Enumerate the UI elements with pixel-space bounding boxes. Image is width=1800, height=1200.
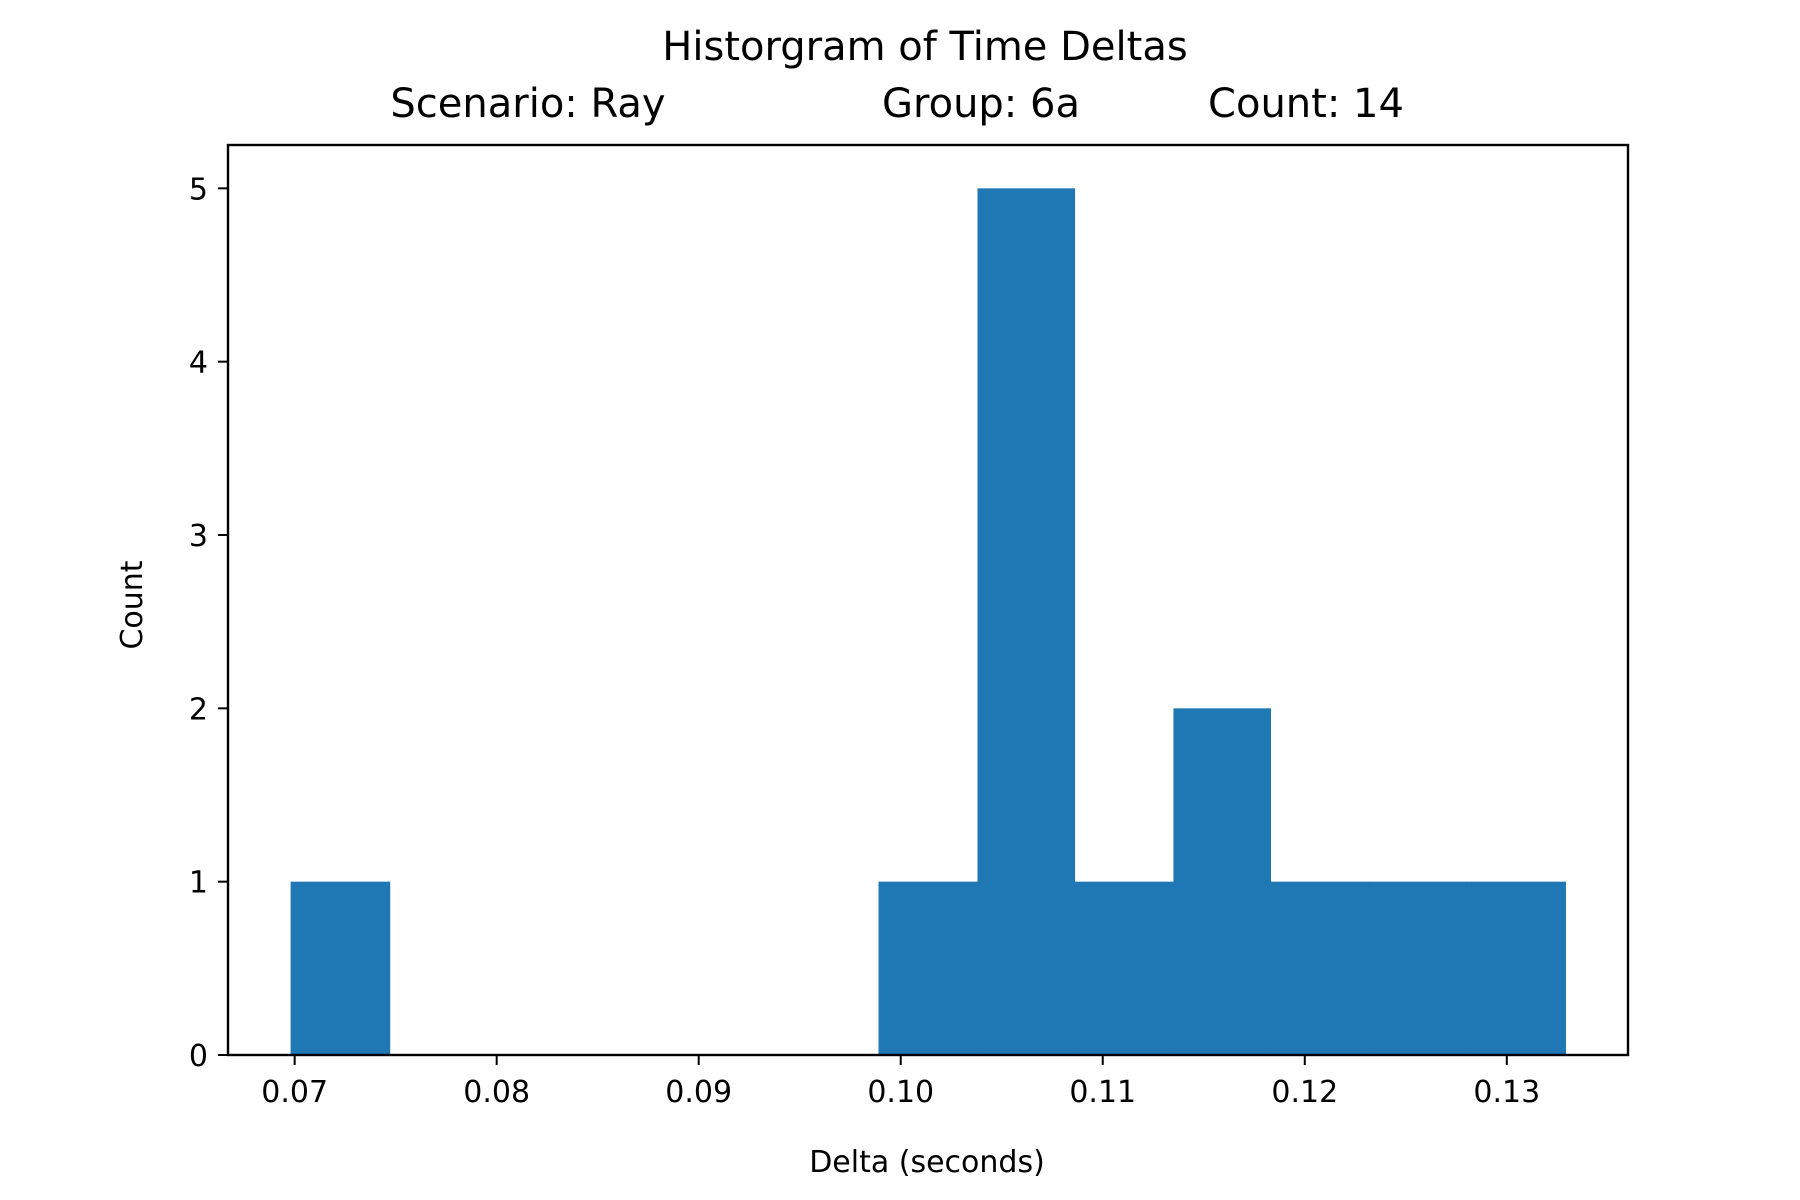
histogram-bar xyxy=(1074,881,1175,1055)
y-tick-label: 0 xyxy=(189,1039,208,1074)
subtitle-scenario: Scenario: Ray xyxy=(390,81,665,127)
plot-frame xyxy=(226,143,1630,1057)
histogram-bar xyxy=(878,881,979,1055)
x-axis-label: Delta (seconds) xyxy=(809,1145,1045,1180)
histogram-bar xyxy=(1369,881,1467,1055)
x-tick-label: 0.07 xyxy=(261,1075,328,1110)
bars-group xyxy=(290,188,1566,1056)
y-tick-label: 4 xyxy=(189,346,208,381)
chart-title: Historgram of Time Deltas xyxy=(662,24,1187,70)
histogram-bar xyxy=(290,881,391,1055)
subtitle-count: Count: 14 xyxy=(1208,81,1404,127)
histogram-bar xyxy=(1173,708,1272,1055)
x-tick-label: 0.11 xyxy=(1069,1075,1136,1110)
y-tick-label: 2 xyxy=(189,692,208,727)
x-axis: 0.07 0.08 0.09 0.10 0.11 0.12 0.13 xyxy=(261,1055,1540,1110)
x-tick-label: 0.10 xyxy=(867,1075,934,1110)
y-axis: 0 1 2 3 4 5 xyxy=(189,172,228,1074)
y-tick-label: 1 xyxy=(189,866,208,901)
y-tick-label: 5 xyxy=(189,172,208,207)
histogram-bar xyxy=(977,188,1076,1056)
y-axis-label: Count xyxy=(115,560,150,649)
histogram-bar xyxy=(1270,881,1371,1055)
x-tick-label: 0.12 xyxy=(1271,1075,1338,1110)
x-tick-label: 0.09 xyxy=(665,1075,732,1110)
x-tick-label: 0.13 xyxy=(1473,1075,1540,1110)
y-tick-label: 3 xyxy=(189,519,208,554)
x-tick-label: 0.08 xyxy=(463,1075,530,1110)
histogram-bar xyxy=(1466,881,1566,1055)
subtitle-group: Group: 6a xyxy=(882,81,1080,127)
